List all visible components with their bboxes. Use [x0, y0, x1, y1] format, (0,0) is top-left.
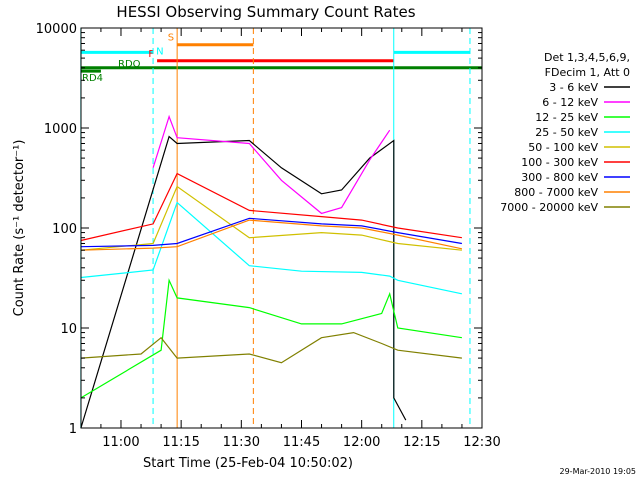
- series-line: [80, 172, 462, 242]
- vertical-lines-layer: [80, 28, 471, 428]
- y-tick-label: 1000: [44, 122, 77, 137]
- legend: Det 1,3,4,5,6,9, FDecim 1, Att 0 3 - 6 k…: [500, 51, 630, 214]
- series-line: [80, 217, 463, 248]
- x-axis-label: Start Time (25-Feb-04 10:50:02): [143, 456, 353, 471]
- legend-entry-label: 6 - 12 keV: [542, 96, 598, 109]
- y-tick-label: 10000: [36, 22, 77, 37]
- legend-entry-label: 7000 - 20000 keV: [500, 201, 598, 214]
- legend-header-line-1: Det 1,3,4,5,6,9,: [544, 51, 630, 64]
- chart-title: HESSI Observing Summary Count Rates: [116, 3, 415, 21]
- legend-entry-label: 50 - 100 keV: [528, 141, 598, 154]
- y-tick-label: 10: [60, 322, 77, 337]
- series-line: [80, 185, 462, 251]
- x-tick-label: 12:30: [463, 435, 500, 450]
- series-line: [80, 331, 462, 364]
- y-tick-label: 100: [52, 222, 77, 237]
- flags-layer: NS F RDO RD4: [80, 33, 482, 84]
- series-line: [80, 219, 463, 251]
- flag-label-s: S: [168, 33, 174, 44]
- series-line: [80, 278, 462, 399]
- flag-label-rdo: RDO: [118, 59, 141, 70]
- generated-timestamp: 29-Mar-2010 19:05: [560, 467, 637, 476]
- series-layer: [80, 114, 463, 429]
- legend-entry-label: 800 - 7000 keV: [514, 186, 598, 199]
- x-tick-label: 11:30: [223, 435, 260, 450]
- x-tick-label: 12:15: [403, 435, 440, 450]
- series-line: [152, 114, 391, 215]
- x-tick-label: 12:00: [343, 435, 380, 450]
- legend-entry-label: 25 - 50 keV: [535, 126, 598, 139]
- x-tick-label: 11:00: [102, 435, 139, 450]
- series-line: [80, 135, 407, 429]
- legend-entry-label: 100 - 300 keV: [521, 156, 598, 169]
- y-tick-label: 1: [69, 422, 77, 437]
- legend-entry-label: 12 - 25 keV: [535, 111, 598, 124]
- legend-entry-label: 300 - 800 keV: [521, 171, 598, 184]
- x-tick-label: 11:15: [162, 435, 199, 450]
- flag-label-n: N: [156, 46, 163, 57]
- legend-header-line-2: FDecim 1, Att 0: [545, 66, 630, 79]
- legend-entry-label: 3 - 6 keV: [549, 81, 598, 94]
- axes-layer: 11:00 11:15 11:30 11:45 12:00 12:15 12:30 1 10 10…: [36, 22, 501, 450]
- y-axis-label: Count Rate (s⁻¹ detector⁻¹): [12, 140, 27, 317]
- x-tick-label: 11:45: [283, 435, 320, 450]
- flag-label-rd4: RD4: [82, 73, 103, 84]
- flag-label-f: F: [148, 49, 154, 60]
